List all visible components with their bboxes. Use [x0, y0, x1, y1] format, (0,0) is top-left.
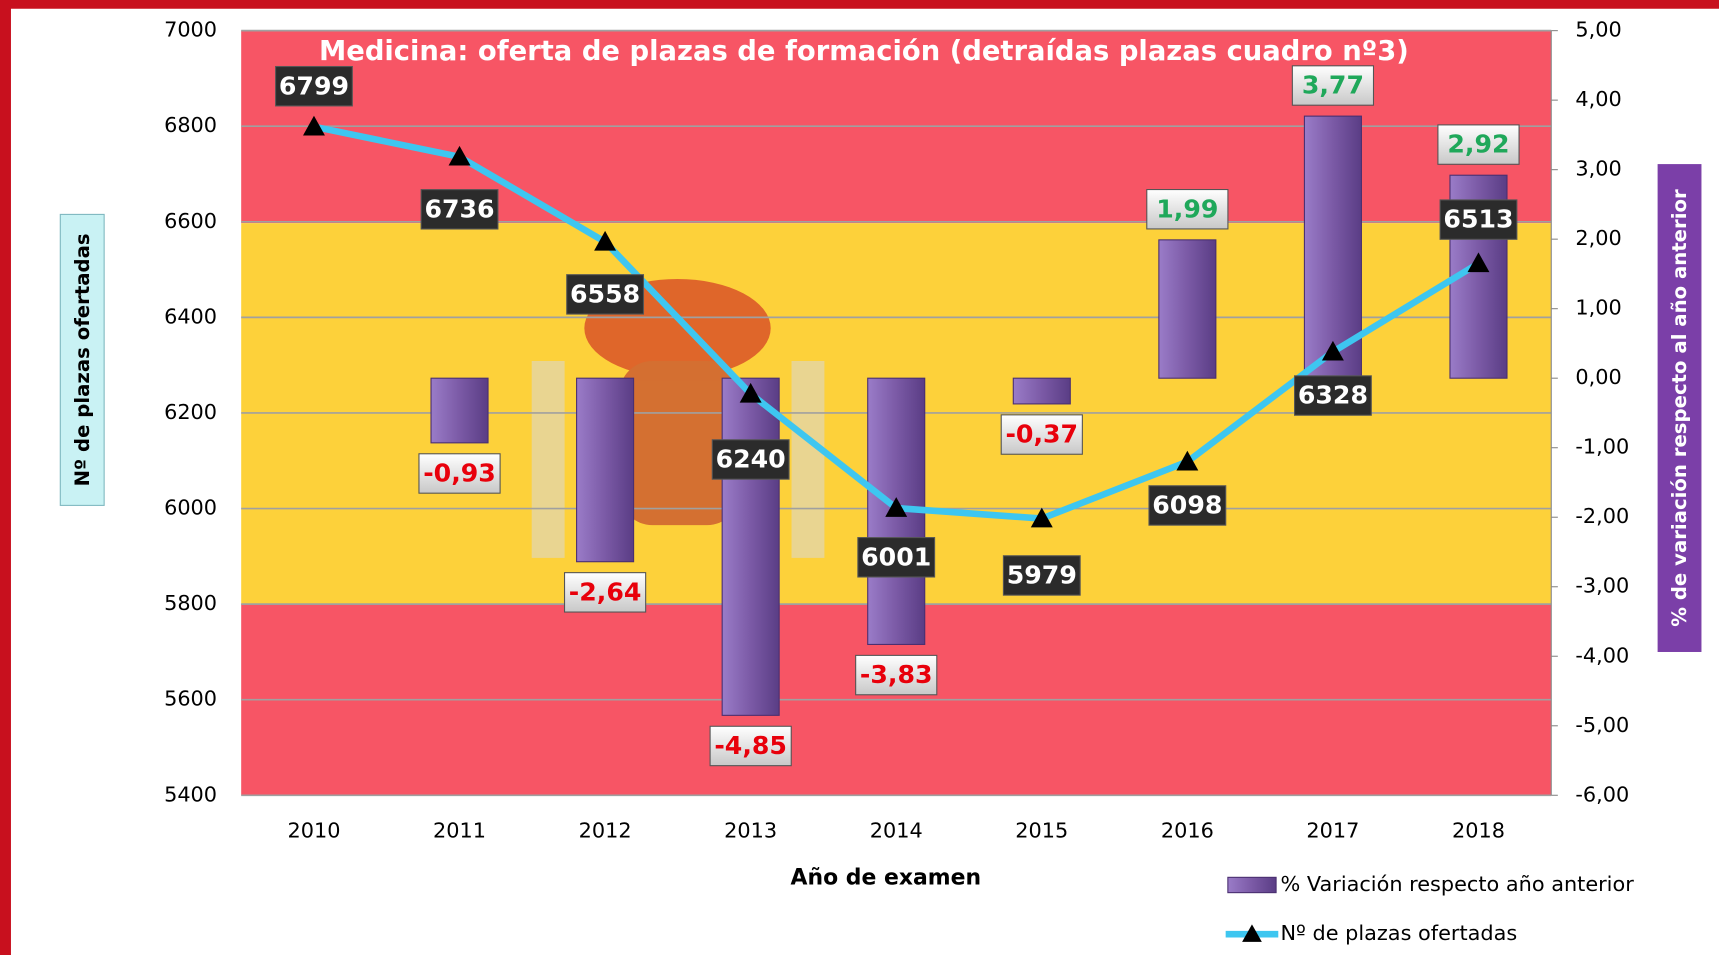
legend-label: Nº de plazas ofertadas: [1280, 921, 1517, 945]
x-tick-label: 2017: [1306, 818, 1359, 842]
y2-tick-label: 5,00: [1575, 18, 1621, 42]
bar: [430, 377, 489, 444]
line-value-label-box: [857, 537, 936, 578]
bar-value-label-box: [1291, 65, 1375, 106]
x-tick-label: 2012: [579, 818, 632, 842]
x-tick-label: 2016: [1161, 818, 1214, 842]
bar-value-label: -0,37: [1005, 420, 1078, 449]
line-marker: [1176, 450, 1199, 471]
bar-value-label: -3,83: [860, 660, 933, 689]
y-tick-label: 6200: [164, 400, 217, 424]
x-tick-label: 2018: [1452, 818, 1505, 842]
y-tick-label: 7000: [164, 18, 217, 42]
bar-value-label: 2,92: [1447, 130, 1509, 159]
line-value-label-box: [566, 274, 645, 315]
line-marker: [448, 145, 471, 166]
legend-label: % Variación respecto año anterior: [1280, 872, 1634, 896]
y-tick-label: 5800: [164, 591, 217, 615]
x-tick-label: 2013: [724, 818, 777, 842]
line-value-label: 6799: [279, 71, 349, 100]
bar: [1158, 239, 1217, 379]
line-marker: [1467, 252, 1490, 273]
line-value-label: 6558: [570, 279, 640, 308]
bar-value-label-box: [1437, 124, 1520, 165]
y-tick-label: 6400: [164, 304, 217, 328]
x-tick-label: 2014: [870, 818, 923, 842]
y2-tick-label: 1,00: [1575, 296, 1621, 320]
bar-value-label: 1,99: [1156, 194, 1218, 223]
bar-value-label: 3,77: [1302, 71, 1364, 100]
y-tick-label: 6800: [164, 113, 217, 137]
line-marker: [1321, 340, 1344, 361]
bar-value-label-box: [709, 725, 792, 767]
line-value-label: 6098: [1152, 491, 1222, 520]
line-value-label-box: [1439, 199, 1518, 240]
line-value-label-box: [1002, 555, 1081, 596]
y2-tick-label: -2,00: [1575, 504, 1629, 528]
bar: [721, 377, 780, 716]
bar: [1303, 115, 1362, 379]
y-tick-label: 6600: [164, 209, 217, 233]
y2-tick-label: -1,00: [1575, 435, 1629, 459]
y-tick-label: 5400: [164, 782, 217, 806]
y-tick-label: 6000: [164, 496, 217, 520]
bar: [576, 377, 635, 563]
bar-value-label-box: [563, 572, 647, 613]
line-value-label-box: [711, 439, 790, 480]
bar: [1012, 377, 1071, 405]
line-value-label-box: [420, 189, 499, 230]
y2-tick-label: 0,00: [1575, 365, 1621, 389]
line-value-label: 6328: [1298, 381, 1368, 410]
bar-value-label-box: [418, 453, 501, 494]
y2-tick-label: -3,00: [1575, 574, 1629, 598]
bar-value-label: -4,85: [714, 731, 787, 760]
y2-axis-title-box: [1657, 164, 1702, 652]
x-tick-label: 2015: [1015, 818, 1068, 842]
x-tick-label: 2011: [433, 818, 486, 842]
y2-tick-label: -5,00: [1575, 713, 1629, 737]
y2-tick-label: -4,00: [1575, 643, 1629, 667]
line-value-label: 6240: [716, 445, 786, 474]
line-value-label-box: [1294, 375, 1372, 416]
bar-value-label: -0,93: [423, 459, 496, 488]
line-marker: [303, 115, 325, 136]
y-axis-title: Nº de plazas ofertadas: [71, 233, 94, 486]
line-value-label: 5979: [1007, 561, 1077, 590]
y2-axis-title: % de variación respecto al año anterior: [1668, 189, 1691, 627]
line-value-label-box: [275, 65, 353, 107]
y2-tick-label: 2,00: [1575, 226, 1621, 250]
line-value-label: 6736: [424, 194, 494, 223]
line-marker: [739, 382, 762, 403]
y2-tick-label: 3,00: [1575, 157, 1621, 181]
line-marker: [1030, 507, 1053, 528]
x-axis-title: Año de examen: [791, 865, 982, 890]
line-marker: [885, 497, 908, 517]
bar-value-label: -2,64: [569, 577, 642, 606]
x-tick-label: 2010: [287, 818, 340, 842]
y-axis-title-box: [59, 213, 105, 506]
bar-value-label-box: [1146, 189, 1229, 230]
legend-swatch: [1227, 876, 1277, 894]
line-value-label-box: [1148, 485, 1227, 526]
bar-value-label-box: [1000, 414, 1083, 455]
legend-marker: [1242, 924, 1262, 942]
line-value-label: 6001: [861, 542, 931, 571]
y-tick-label: 5600: [164, 687, 217, 711]
bar-value-label-box: [855, 654, 938, 696]
chart-title: Medicina: oferta de plazas de formación …: [319, 36, 1409, 67]
line-marker: [594, 230, 617, 251]
line-value-label: 6513: [1443, 205, 1513, 234]
y2-tick-label: 4,00: [1575, 87, 1621, 111]
y2-tick-label: -6,00: [1575, 782, 1629, 806]
